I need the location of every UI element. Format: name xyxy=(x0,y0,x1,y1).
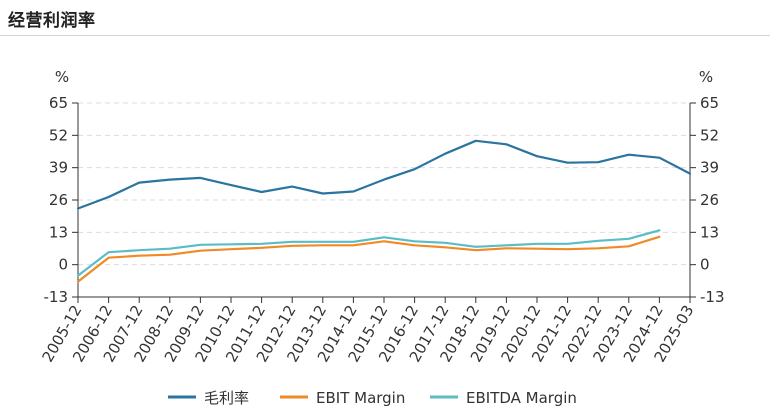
legend-label: EBIT Margin xyxy=(316,389,405,407)
y-tick-label-left: 13 xyxy=(49,223,68,241)
y-tick-label-right: 39 xyxy=(700,159,719,177)
series-lines xyxy=(76,139,692,283)
y-tick-label-left: 65 xyxy=(49,94,68,112)
series-line xyxy=(76,139,692,210)
chart-title: 经营利润率 xyxy=(8,11,96,31)
y-tick-label-left: 39 xyxy=(49,159,68,177)
gridlines xyxy=(78,102,690,266)
y-tick-label-right: 0 xyxy=(700,256,710,274)
legend: 毛利率 EBIT Margin EBITDA Margin xyxy=(168,389,577,407)
y-tick-label-left: 26 xyxy=(49,191,68,209)
y-unit-left: % xyxy=(55,68,69,86)
series-line xyxy=(76,235,661,283)
y-tick-label-right: 26 xyxy=(700,191,719,209)
y-tick-label-right: 65 xyxy=(700,94,719,112)
y-tick-label-left: 52 xyxy=(49,126,68,144)
y-tick-label-left: -13 xyxy=(44,288,69,306)
series-line xyxy=(76,229,661,277)
y-tick-label-right: 13 xyxy=(700,223,719,241)
chart-header: 经营利润率 xyxy=(0,0,770,36)
y-tick-label-left: 0 xyxy=(58,256,68,274)
y-unit-right: % xyxy=(699,68,713,86)
y-tick-label-right: -13 xyxy=(700,288,725,306)
y-tick-label-right: 52 xyxy=(700,126,719,144)
legend-label: 毛利率 xyxy=(204,389,249,407)
legend-label: EBITDA Margin xyxy=(466,389,577,407)
